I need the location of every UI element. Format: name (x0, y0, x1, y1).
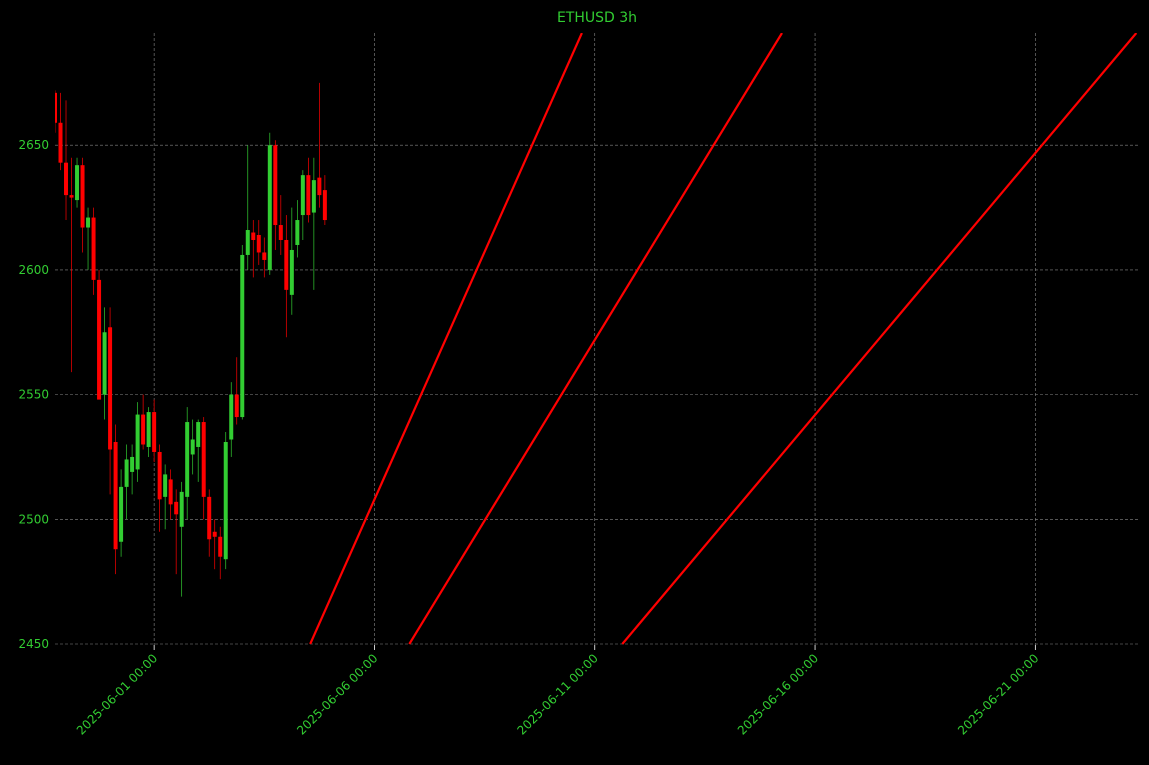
candle-body (289, 249, 294, 295)
candle-body (240, 254, 245, 418)
candle-body (163, 474, 168, 497)
candle-body (229, 394, 234, 440)
candle-body (295, 220, 300, 245)
chart-title: ETHUSD 3h (557, 10, 637, 26)
candle-body (223, 441, 228, 560)
candle-body (135, 414, 140, 470)
candle-body (267, 145, 272, 270)
y-tick-label: 2550 (18, 388, 49, 402)
candle-body (124, 459, 129, 487)
candle-body (97, 279, 102, 400)
candle-body (201, 422, 206, 497)
trend-line (621, 33, 1138, 645)
candle-body (234, 394, 239, 418)
candle-body (152, 412, 157, 452)
candle-body (108, 327, 113, 450)
candle-body (284, 239, 289, 290)
y-tick-label: 2650 (18, 138, 49, 152)
trend-line (408, 33, 783, 645)
candle-body (262, 252, 267, 260)
candle-body (80, 165, 85, 228)
plot-area (55, 33, 1138, 645)
y-tick-label: 2600 (18, 263, 49, 277)
candle-body (86, 217, 91, 228)
grid (55, 33, 1140, 645)
candle-body (251, 232, 256, 240)
candle-body (218, 536, 223, 557)
candle-body (196, 422, 201, 447)
candle-body (278, 225, 283, 240)
y-tick-label: 2450 (18, 637, 49, 651)
candle-body (69, 195, 74, 198)
candle-body (185, 422, 190, 497)
candle-body (130, 456, 135, 472)
candle-body (207, 496, 212, 540)
candle-body (273, 145, 278, 226)
candle-body (157, 451, 162, 500)
candle-body (91, 217, 96, 280)
candle-body (322, 190, 327, 221)
candle-body (256, 235, 261, 253)
candle-body (119, 486, 124, 542)
candle-body (212, 531, 217, 537)
candle-body (245, 230, 250, 255)
candle-body (317, 177, 322, 196)
trend-line (309, 33, 583, 645)
candle-body (58, 122, 63, 163)
candle-body (55, 92, 57, 123)
candle-body (300, 175, 305, 216)
candle-body (190, 439, 195, 455)
y-tick-label: 2500 (18, 512, 49, 526)
candle-body (174, 501, 179, 515)
candle-body (141, 414, 146, 445)
candle-body (113, 441, 118, 550)
candle-body (146, 412, 151, 447)
candle-body (306, 175, 311, 216)
candle-body (311, 180, 316, 213)
candle-body (179, 491, 184, 527)
candle-body (102, 332, 107, 395)
candle-body (64, 162, 69, 196)
candle-body (168, 479, 173, 505)
candle-body (75, 165, 80, 201)
